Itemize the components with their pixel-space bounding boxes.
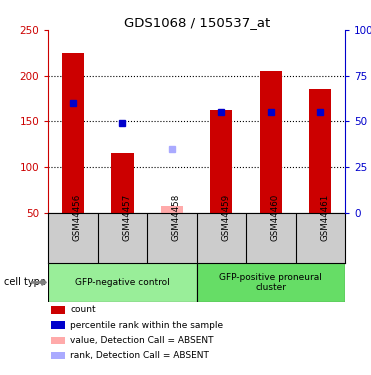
Text: GSM44458: GSM44458 (172, 194, 181, 241)
Text: percentile rank within the sample: percentile rank within the sample (70, 321, 224, 330)
Title: GDS1068 / 150537_at: GDS1068 / 150537_at (124, 16, 270, 29)
Bar (51, 321, 65, 328)
Bar (260, 71, 282, 213)
Bar (111, 153, 134, 213)
Text: GSM44461: GSM44461 (320, 194, 329, 241)
Bar (197, 263, 345, 302)
Text: value, Detection Call = ABSENT: value, Detection Call = ABSENT (70, 336, 214, 345)
Text: GSM44459: GSM44459 (221, 194, 230, 240)
Text: GSM44460: GSM44460 (271, 194, 280, 241)
Bar (210, 110, 233, 213)
Text: GSM44456: GSM44456 (73, 194, 82, 241)
Text: GFP-negative control: GFP-negative control (75, 278, 170, 287)
Text: rank, Detection Call = ABSENT: rank, Detection Call = ABSENT (70, 351, 209, 360)
Bar (62, 53, 84, 213)
Text: count: count (70, 305, 96, 314)
Bar (48, 263, 197, 302)
Bar (161, 206, 183, 213)
Text: GFP-positive proneural
cluster: GFP-positive proneural cluster (219, 273, 322, 292)
Bar (51, 306, 65, 314)
Bar (309, 90, 331, 213)
Bar (51, 352, 65, 359)
Text: GSM44457: GSM44457 (122, 194, 131, 241)
Bar (51, 336, 65, 344)
Text: cell type: cell type (4, 278, 46, 288)
